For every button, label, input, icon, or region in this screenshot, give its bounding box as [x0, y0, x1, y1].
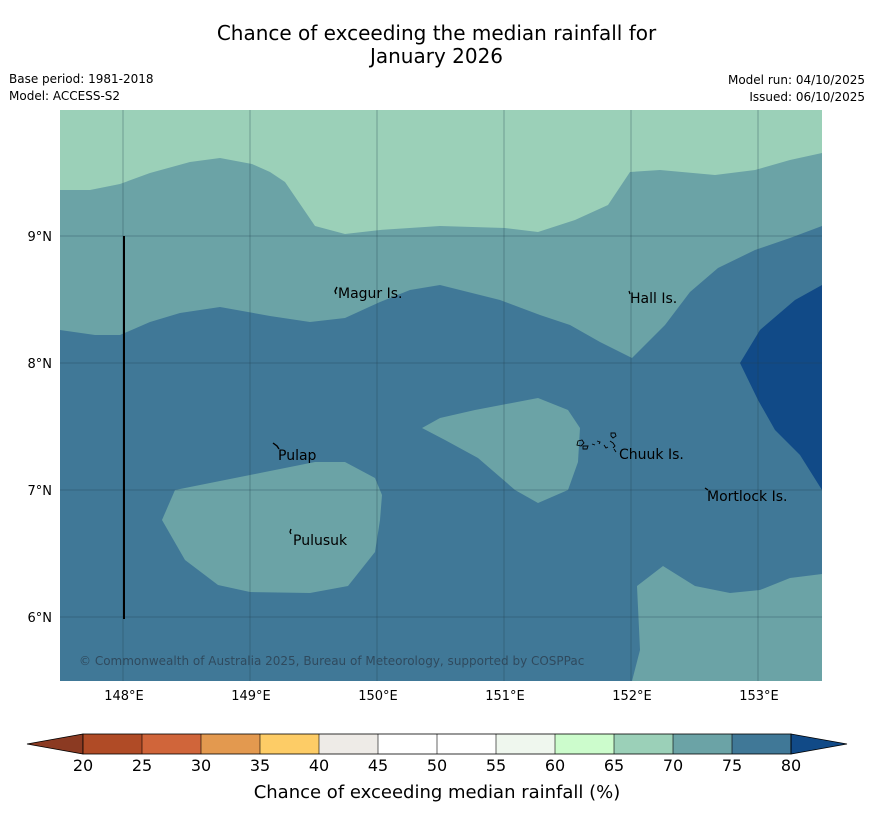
colorbar-bin-60-65	[555, 734, 614, 754]
base-period: Base period: 1981-2018	[9, 72, 154, 86]
region-70-75-chuuk	[422, 398, 580, 503]
cb-tick-60: 60	[545, 756, 565, 775]
model-name: Model: ACCESS-S2	[9, 89, 121, 103]
place-hall: Hall Is.	[630, 291, 677, 307]
lon-tick-150e: 150°E	[358, 689, 398, 704]
meta-right: Model run: 04/10/2025 Issued: 06/10/2025	[728, 72, 865, 106]
place-pulusuk: Pulusuk	[293, 533, 348, 549]
cb-tick-45: 45	[368, 756, 388, 775]
colorbar-bin-45-50	[378, 734, 437, 754]
colorbar-extend-high	[790, 733, 848, 755]
cb-tick-25: 25	[132, 756, 152, 775]
island-magur-mark	[334, 286, 338, 295]
cb-tick-50: 50	[427, 756, 447, 775]
region-70-75-southeast	[632, 566, 822, 681]
place-magur: Magur Is.	[338, 286, 403, 302]
meta-left: Base period: 1981-2018 Model: ACCESS-S2	[9, 71, 154, 105]
lat-tick-7n: 7°N	[28, 484, 53, 499]
colorbar-bin-55-60	[496, 734, 555, 754]
place-chuuk: Chuuk Is.	[619, 447, 684, 463]
lon-tick-151e: 151°E	[485, 689, 525, 704]
place-mortlock: Mortlock Is.	[707, 489, 787, 505]
cb-tick-20: 20	[73, 756, 93, 775]
contour-layer: Magur Is. Hall Is. Pulap Chuuk Is. Mortl…	[60, 110, 822, 681]
cb-tick-40: 40	[309, 756, 329, 775]
region-80-plus-east	[740, 285, 822, 490]
island-pulusuk-mark	[289, 528, 292, 535]
cb-tick-70: 70	[663, 756, 683, 775]
place-pulap: Pulap	[278, 448, 317, 464]
issued-date: Issued: 06/10/2025	[749, 90, 865, 104]
cb-tick-35: 35	[250, 756, 270, 775]
colorbar-extend-low	[26, 733, 84, 755]
cb-tick-75: 75	[722, 756, 742, 775]
colorbar-bin-75-80	[732, 734, 791, 754]
lon-tick-153e: 153°E	[739, 689, 779, 704]
island-hall-mark	[628, 290, 631, 295]
colorbar-bin-70-75	[673, 734, 732, 754]
colorbar-bin-35-40	[260, 734, 319, 754]
lat-tick-6n: 6°N	[28, 611, 53, 626]
colorbar-label: Chance of exceeding median rainfall (%)	[254, 782, 621, 803]
map-title: Chance of exceeding the median rainfall …	[0, 22, 873, 68]
cb-tick-65: 65	[604, 756, 624, 775]
lon-tick-148e: 148°E	[104, 689, 144, 704]
island-pulap-mark	[272, 442, 280, 450]
colorbar-dividers	[141, 734, 733, 754]
lat-axis: 9°N 8°N 7°N 6°N	[28, 230, 53, 626]
island-mortlock-mark	[704, 487, 709, 491]
lon-tick-149e: 149°E	[231, 689, 271, 704]
cb-tick-80: 80	[781, 756, 801, 775]
region-70-75-north	[60, 110, 822, 358]
gridlines	[60, 110, 822, 681]
cb-tick-30: 30	[191, 756, 211, 775]
colorbar-bin-40-45	[319, 734, 378, 754]
title-line-1: Chance of exceeding the median rainfall …	[216, 21, 657, 45]
lat-tick-8n: 8°N	[28, 357, 53, 372]
colorbar-bin-65-70	[614, 734, 673, 754]
title-line-2: January 2026	[369, 44, 504, 68]
colorbar-bin-25-30	[142, 734, 201, 754]
colorbar-bin-50-55	[437, 734, 496, 754]
colorbar-bin-30-35	[201, 734, 260, 754]
colorbar: 20 25 30 35 40 45 50 55 60 65 70 75 80 C…	[26, 733, 848, 803]
lon-tick-152e: 152°E	[612, 689, 652, 704]
region-70-75-pulusuk	[162, 462, 382, 593]
cb-tick-55: 55	[486, 756, 506, 775]
colorbar-bin-20-25	[83, 734, 142, 754]
colorbar-ticks: 20 25 30 35 40 45 50 55 60 65 70 75 80	[73, 756, 801, 775]
region-65-70-north	[60, 110, 822, 234]
chuuk-lagoon-marks	[576, 432, 617, 453]
lon-axis: 148°E 149°E 150°E 151°E 152°E 153°E	[104, 689, 779, 704]
lat-tick-9n: 9°N	[28, 230, 53, 245]
copyright-notice: © Commonwealth of Australia 2025, Bureau…	[79, 654, 584, 668]
model-run: Model run: 04/10/2025	[727, 73, 865, 87]
